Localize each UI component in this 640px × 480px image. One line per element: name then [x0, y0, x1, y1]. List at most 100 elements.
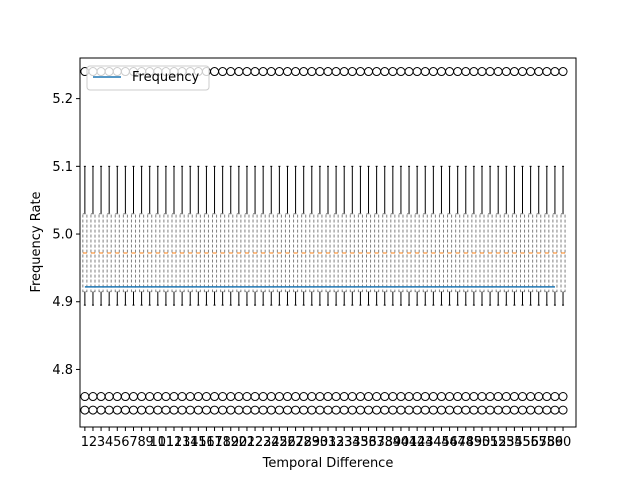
box-60 [558, 67, 568, 415]
x-tick-label: 55 [514, 435, 531, 450]
box-40 [396, 67, 406, 415]
box-45 [436, 67, 446, 415]
x-tick-label: 32 [328, 435, 345, 450]
x-tick-label: 58 [539, 435, 556, 450]
x-tick-label: 1 [81, 435, 89, 450]
y-tick-label: 4.9 [52, 295, 73, 310]
x-tick-label: 45 [433, 435, 450, 450]
x-tick-label: 23 [255, 435, 272, 450]
x-tick-label: 51 [482, 435, 499, 450]
legend: Frequency [86, 65, 210, 91]
box-58 [542, 67, 552, 415]
box-body [195, 213, 201, 293]
x-tick-label: 49 [466, 435, 483, 450]
box-36 [364, 67, 374, 415]
box-41 [404, 67, 414, 415]
x-tick-label: 42 [409, 435, 426, 450]
x-tick-label: 22 [247, 435, 264, 450]
x-tick-label: 8 [137, 435, 145, 450]
x-tick-label: 29 [304, 435, 321, 450]
x-tick-label: 12 [166, 435, 183, 450]
x-axis-label: Temporal Difference [262, 456, 394, 471]
x-tick-label: 24 [263, 435, 280, 450]
x-tick-label: 30 [312, 435, 329, 450]
x-tick-label: 27 [287, 435, 304, 450]
box-44 [428, 67, 438, 415]
box-49 [469, 67, 479, 415]
box-51 [485, 67, 495, 415]
x-tick-label: 3 [97, 435, 105, 450]
x-tick-label: 16 [198, 435, 215, 450]
x-tick-label: 50 [474, 435, 491, 450]
x-tick-label: 18 [214, 435, 231, 450]
x-tick-label: 25 [271, 435, 288, 450]
x-tick-label: 47 [449, 435, 466, 450]
x-tick-label: 7 [129, 435, 137, 450]
box-body [212, 213, 218, 293]
x-tick-label: 34 [344, 435, 361, 450]
x-tick-label: 52 [490, 435, 507, 450]
x-tick-label: 56 [522, 435, 539, 450]
x-tick-label: 41 [401, 435, 418, 450]
x-tick-label: 9 [146, 435, 154, 450]
x-tick-label: 20 [231, 435, 248, 450]
x-tick-label: 37 [368, 435, 385, 450]
x-tick-label: 28 [295, 435, 312, 450]
x-tick-label: 38 [376, 435, 393, 450]
x-tick-label: 4 [105, 435, 113, 450]
x-tick-label: 35 [352, 435, 369, 450]
legend-label-frequency: Frequency [132, 70, 199, 85]
legend-frame [86, 65, 210, 91]
outlier-point [558, 405, 568, 415]
x-tick-label: 54 [506, 435, 523, 450]
x-tick-label: 14 [182, 435, 199, 450]
box-35 [355, 67, 365, 415]
x-tick-label: 5 [113, 435, 121, 450]
x-tick-label: 11 [158, 435, 175, 450]
box-25 [274, 67, 284, 415]
x-tick-label: 2 [89, 435, 97, 450]
box-26 [282, 67, 292, 415]
x-tick-label: 44 [425, 435, 442, 450]
box-33 [339, 67, 349, 415]
x-tick-label: 46 [441, 435, 458, 450]
outlier-point [558, 392, 568, 402]
box-body [552, 213, 558, 293]
x-tick-label: 59 [547, 435, 564, 450]
x-tick-label: 40 [393, 435, 410, 450]
box-53 [501, 67, 511, 415]
box-1 [80, 67, 90, 415]
y-tick-label: 5.1 [52, 160, 73, 175]
x-tick-label: 10 [150, 435, 167, 450]
y-tick-label: 4.8 [52, 363, 73, 378]
x-tick-label: 57 [530, 435, 547, 450]
x-tick-label: 60 [555, 435, 572, 450]
x-tick-label: 6 [121, 435, 129, 450]
box-body [528, 213, 534, 293]
x-tick-label: 13 [174, 435, 191, 450]
x-tick-label: 15 [190, 435, 207, 450]
box-42 [412, 67, 422, 415]
x-tick-label: 17 [206, 435, 223, 450]
y-tick-label: 5.2 [52, 92, 73, 107]
x-tick-label: 39 [385, 435, 402, 450]
x-tick-label: 43 [417, 435, 434, 450]
x-tick-label: 21 [239, 435, 256, 450]
x-tick-label: 26 [279, 435, 296, 450]
x-axis: 1 2 3 4 5 6 7 8 91011121314151617181920212223242… [81, 427, 572, 450]
x-tick-label: 19 [222, 435, 239, 450]
x-tick-label: 33 [336, 435, 353, 450]
box-16 [201, 67, 211, 415]
x-tick-label: 31 [320, 435, 337, 450]
y-tick-label: 5.0 [52, 228, 73, 243]
x-tick-label: 36 [360, 435, 377, 450]
box-body [179, 213, 185, 293]
x-tick-label: 53 [498, 435, 515, 450]
box-18 [218, 67, 228, 415]
outlier-point [558, 67, 568, 77]
y-axis: 4.8 4.9 5.0 5.1 5.2 [52, 92, 80, 378]
box-47 [453, 67, 463, 415]
box-body [139, 213, 145, 293]
box-3 [96, 67, 106, 415]
